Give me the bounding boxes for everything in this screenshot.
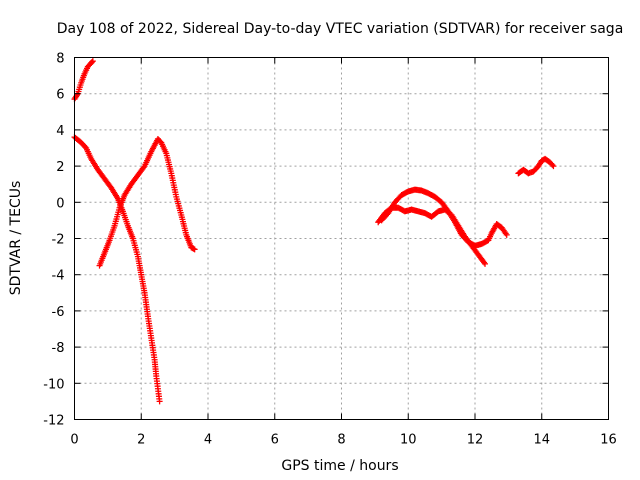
chart-title: Day 108 of 2022, Sidereal Day-to-day VTE… <box>57 21 624 37</box>
y-tick-label: 4 <box>56 124 64 139</box>
data-point <box>503 231 510 238</box>
data-point <box>481 259 488 266</box>
x-tick-label: 14 <box>533 433 550 448</box>
y-tick-label: -10 <box>43 377 64 392</box>
series-arc-1 <box>71 58 96 103</box>
y-tick-label: -6 <box>52 305 65 320</box>
data-point <box>549 161 556 168</box>
x-tick-label: 2 <box>137 433 145 448</box>
data-point <box>156 398 163 405</box>
y-tick-label: 6 <box>56 88 64 103</box>
grid <box>74 57 609 420</box>
series-arc-4 <box>375 204 489 267</box>
data-point <box>140 164 147 171</box>
x-tick-label: 8 <box>337 433 345 448</box>
y-axis-label: SDTVAR / TECUs <box>8 181 24 296</box>
x-tick-label: 16 <box>600 433 617 448</box>
data-point <box>89 59 96 66</box>
y-tick-label: -8 <box>52 341 65 356</box>
x-axis-label: GPS time / hours <box>281 458 398 474</box>
x-tick-label: 12 <box>467 433 484 448</box>
data-point <box>191 246 198 253</box>
x-tick-label: 4 <box>204 433 212 448</box>
series-arc-6 <box>515 155 557 177</box>
y-tick-label: -2 <box>52 233 65 248</box>
data-point <box>550 163 557 170</box>
data-layer <box>71 58 557 405</box>
y-tick-label: 2 <box>56 160 64 175</box>
series-arc-2 <box>71 134 163 405</box>
y-tick-label: 8 <box>56 52 64 67</box>
y-tick-label: -4 <box>52 269 65 284</box>
ticks: 0 2 4 6 8 10 12 14 16 -12 -10 -8 -6 -4 -2 0 2 4 6 8 <box>43 52 617 448</box>
data-point <box>157 138 164 145</box>
series-arc-5 <box>378 186 510 249</box>
series-arc-3 <box>96 135 198 269</box>
x-tick-label: 6 <box>271 433 279 448</box>
data-point <box>89 58 96 65</box>
data-point <box>482 260 489 267</box>
y-tick-label: -12 <box>43 414 64 429</box>
y-tick-label: 0 <box>56 196 64 211</box>
x-tick-label: 10 <box>400 433 417 448</box>
x-tick-label: 0 <box>70 433 78 448</box>
